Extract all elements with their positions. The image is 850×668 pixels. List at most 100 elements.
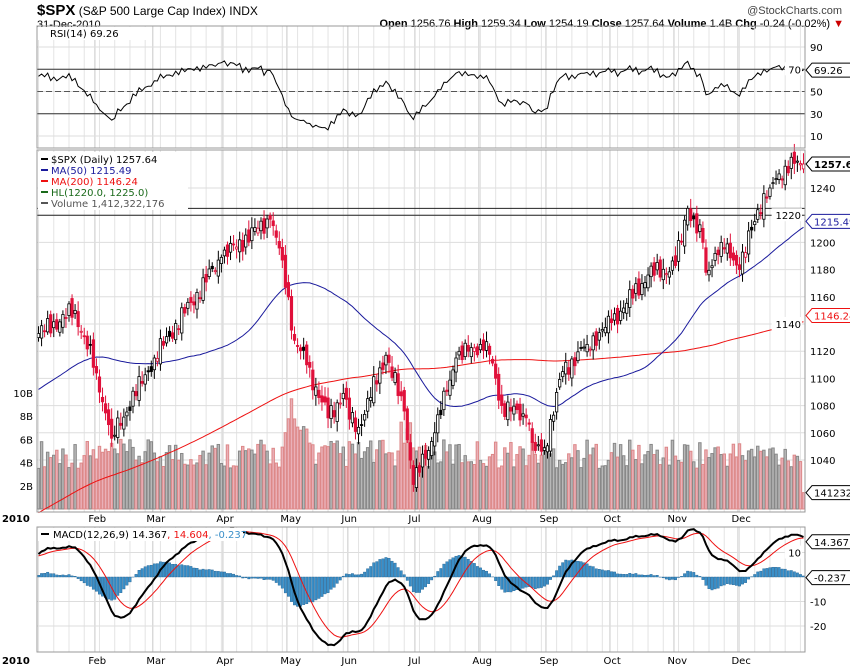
volume-bar <box>582 457 586 510</box>
volume-bar <box>365 447 370 510</box>
macd-histogram-bar <box>759 570 763 578</box>
macd-histogram-bar <box>594 568 598 578</box>
macd-histogram-bar <box>463 556 467 578</box>
volume-bar <box>612 442 617 510</box>
volume-bar <box>256 443 260 510</box>
macd-histogram-bar <box>351 573 354 578</box>
macd-signal-line <box>38 530 804 638</box>
volume-bar <box>58 463 62 510</box>
macd-histogram-bar <box>707 576 711 589</box>
candle-body <box>393 372 397 383</box>
candle-body <box>728 242 732 259</box>
price-tick-label: 1200 <box>810 238 835 249</box>
candle-body <box>430 441 434 456</box>
volume-bar <box>439 461 443 510</box>
volume-bar <box>777 464 781 510</box>
volume-bar <box>189 459 193 510</box>
volume-bar <box>64 454 68 510</box>
x-tick-label: Dec <box>731 656 750 667</box>
macd-histogram-bar <box>643 575 647 578</box>
close-label: Close <box>591 18 622 30</box>
candle-body <box>381 362 385 370</box>
volume-bar <box>344 465 349 510</box>
macd-histogram-bar <box>116 576 120 596</box>
volume-bar <box>164 452 169 510</box>
volume-bar <box>646 450 650 510</box>
macd-histogram-bar <box>533 576 537 590</box>
macd-histogram-bar <box>716 576 720 589</box>
volume-last-tag-label: 1412322 <box>814 489 850 500</box>
candle-body <box>302 346 306 351</box>
index-name: (S&P 500 Large Cap Index) <box>78 4 226 18</box>
volume-bar <box>45 451 50 510</box>
candle-body <box>189 297 193 303</box>
candle-body <box>631 288 635 299</box>
candle-body <box>497 373 501 401</box>
volume-bar <box>146 439 150 510</box>
macd-histogram-bar <box>195 568 199 578</box>
volume-bar <box>170 459 175 510</box>
candle-body <box>64 317 68 319</box>
candle-body <box>149 366 153 372</box>
candle-body <box>689 208 693 221</box>
macd-histogram-bar <box>229 573 232 578</box>
volume-bar <box>524 465 528 510</box>
macd-histogram-bar <box>198 569 202 578</box>
volume-bar <box>749 448 754 510</box>
macd-histogram-bar <box>174 563 178 578</box>
candle-body <box>719 241 723 257</box>
volume-bar <box>240 445 245 510</box>
candle-body <box>783 165 787 186</box>
volume-bar <box>314 463 318 510</box>
candle-body <box>241 239 245 252</box>
candle-body <box>317 389 321 398</box>
volume-bar <box>649 443 653 510</box>
candle-body <box>481 339 486 351</box>
macd-histogram-bar <box>780 568 784 578</box>
macd-histogram-bar <box>335 576 339 584</box>
candle-body <box>786 166 790 174</box>
macd-last-tag <box>805 534 850 550</box>
volume-bar <box>478 459 483 510</box>
macd-histogram-bar <box>85 576 89 586</box>
candle-body <box>146 370 150 373</box>
candle-body <box>451 369 455 386</box>
macd-histogram-bar <box>287 576 290 597</box>
volume-bar <box>210 445 214 510</box>
chart-title: $SPX (S&P 500 Large Cap Index) INDX <box>37 2 258 19</box>
volume-bar <box>631 449 635 510</box>
candle-body <box>326 397 330 419</box>
macd-histogram-bar <box>713 576 717 590</box>
candle-body <box>152 357 156 371</box>
candle-body <box>448 379 452 396</box>
macd-histogram-bar <box>725 576 729 584</box>
candle-body <box>350 412 355 424</box>
macd-histogram-bar <box>439 568 443 578</box>
volume-bar <box>640 463 644 510</box>
candle-body <box>363 413 367 421</box>
price-tick-label: 1180 <box>810 266 835 277</box>
macd-histogram-bar <box>674 576 677 581</box>
macd-histogram-bar <box>558 565 562 578</box>
volume-bar <box>652 454 656 510</box>
candle-body <box>759 212 763 215</box>
candle-body <box>113 434 117 437</box>
candle-body <box>256 227 260 234</box>
candle-body <box>503 403 507 417</box>
macd-histogram-bar <box>186 565 190 578</box>
macd-histogram-bar <box>530 576 534 589</box>
volume-bar <box>564 462 568 510</box>
candle-body <box>704 247 708 273</box>
volume-bar <box>475 441 480 510</box>
price-tick-label: 1140 <box>776 320 801 331</box>
macd-histogram-bar <box>207 569 211 578</box>
volume-bar <box>292 418 297 510</box>
macd-histogram-bar <box>70 575 74 578</box>
macd-histogram-bar <box>308 576 312 603</box>
macd-legend-part: , 14.604 <box>167 530 208 541</box>
candle-body <box>701 227 705 243</box>
volume-bar <box>332 443 336 510</box>
candle-body <box>91 339 95 368</box>
macd-histogram-bar <box>427 576 431 584</box>
macd-histogram-bar <box>600 569 604 578</box>
